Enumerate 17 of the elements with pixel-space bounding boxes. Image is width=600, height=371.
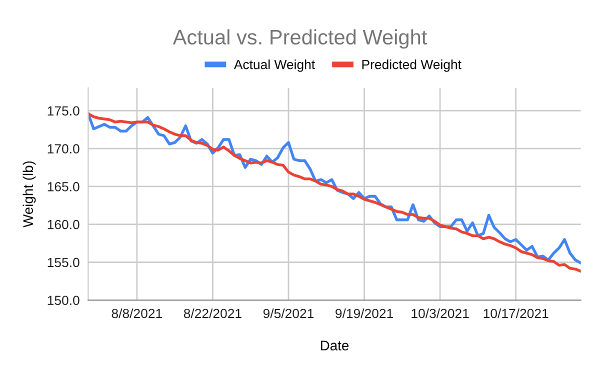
y-tick-label: 175.0 — [48, 106, 80, 116]
legend-label: Predicted Weight — [362, 60, 462, 72]
legend-label: Actual Weight — [234, 60, 315, 72]
x-axis-title: Date — [320, 340, 349, 350]
y-tick-label: 160.0 — [48, 220, 80, 230]
y-tick-label: 170.0 — [48, 144, 80, 154]
x-tick-label: 9/5/2021 — [263, 308, 314, 318]
chart-title: Actual vs. Predicted Weight — [172, 29, 428, 49]
x-tick-label: 8/22/2021 — [184, 308, 242, 318]
x-tick-label: 10/3/2021 — [412, 308, 469, 318]
y-tick-label: 155.0 — [48, 258, 80, 268]
x-tick-label: 10/17/2021 — [484, 308, 548, 318]
y-tick-label: 150.0 — [48, 296, 80, 306]
y-tick-label: 165.0 — [48, 182, 80, 192]
x-tick-label: 9/19/2021 — [336, 308, 393, 318]
x-tick-label: 8/8/2021 — [112, 308, 162, 318]
y-axis-title: Weight (lb) — [22, 161, 36, 228]
